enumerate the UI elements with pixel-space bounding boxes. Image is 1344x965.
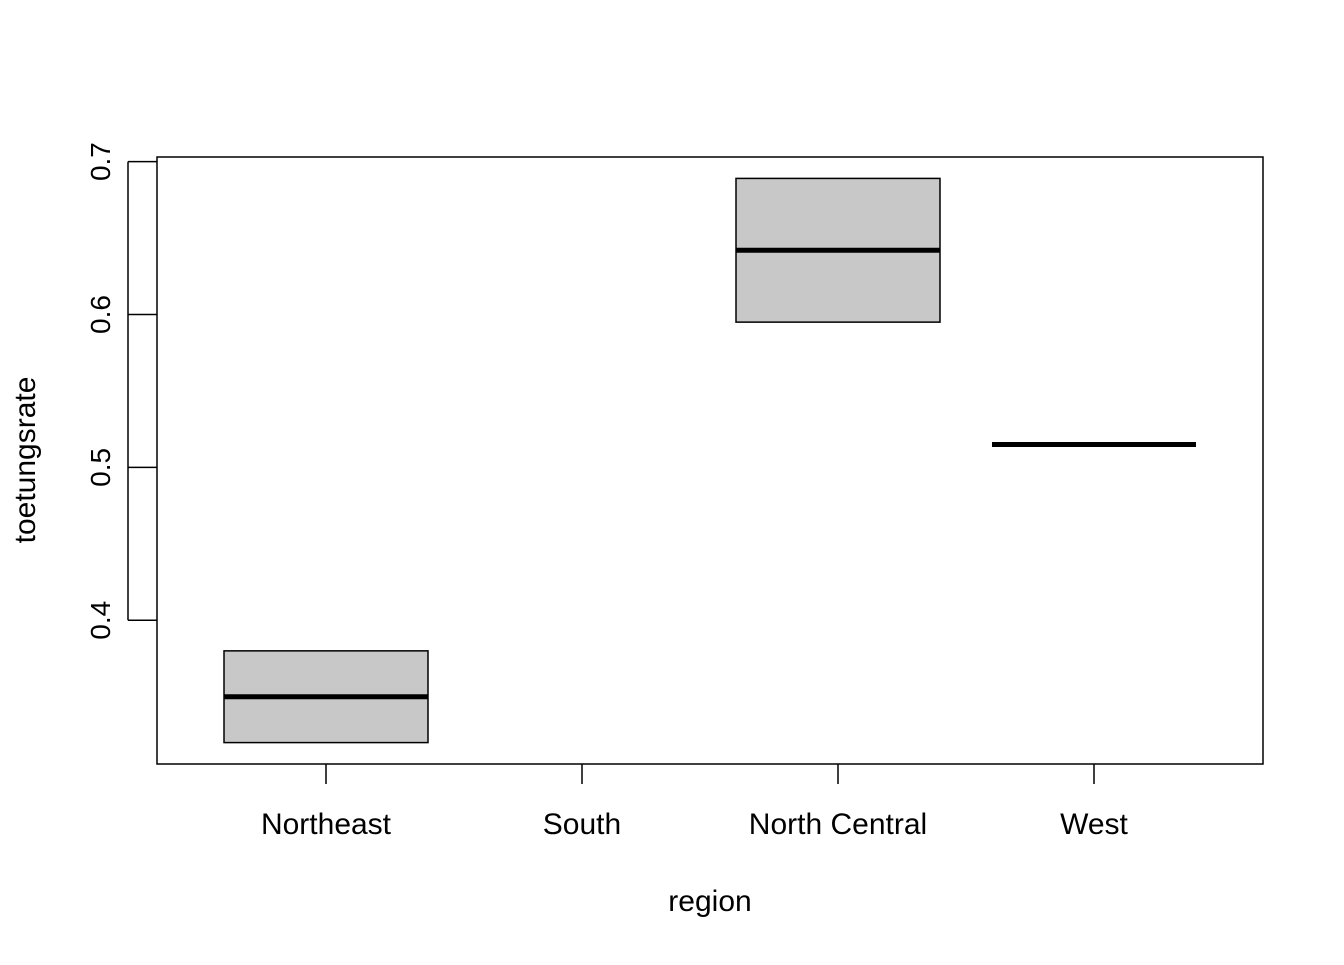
x-tick-label: North Central xyxy=(749,808,927,841)
x-tick-label: South xyxy=(543,808,621,841)
x-tick-label: West xyxy=(1060,808,1128,841)
y-tick-label: 0.6 xyxy=(85,295,116,334)
y-tick-label: 0.4 xyxy=(85,601,116,640)
box-north-central xyxy=(735,177,941,323)
plot-frame xyxy=(156,156,1264,765)
box-northeast xyxy=(223,650,429,744)
x-axis-label: region xyxy=(668,885,751,918)
y-axis: 0.4 0.5 0.6 0.7 xyxy=(85,142,157,640)
x-tick-label: Northeast xyxy=(261,808,392,841)
boxes-layer xyxy=(223,177,1196,744)
y-axis-label: toetungsrate xyxy=(9,377,42,544)
y-tick-label: 0.5 xyxy=(85,448,116,487)
x-axis: Northeast South North Central West xyxy=(261,764,1129,841)
y-tick-label: 0.7 xyxy=(85,142,116,181)
